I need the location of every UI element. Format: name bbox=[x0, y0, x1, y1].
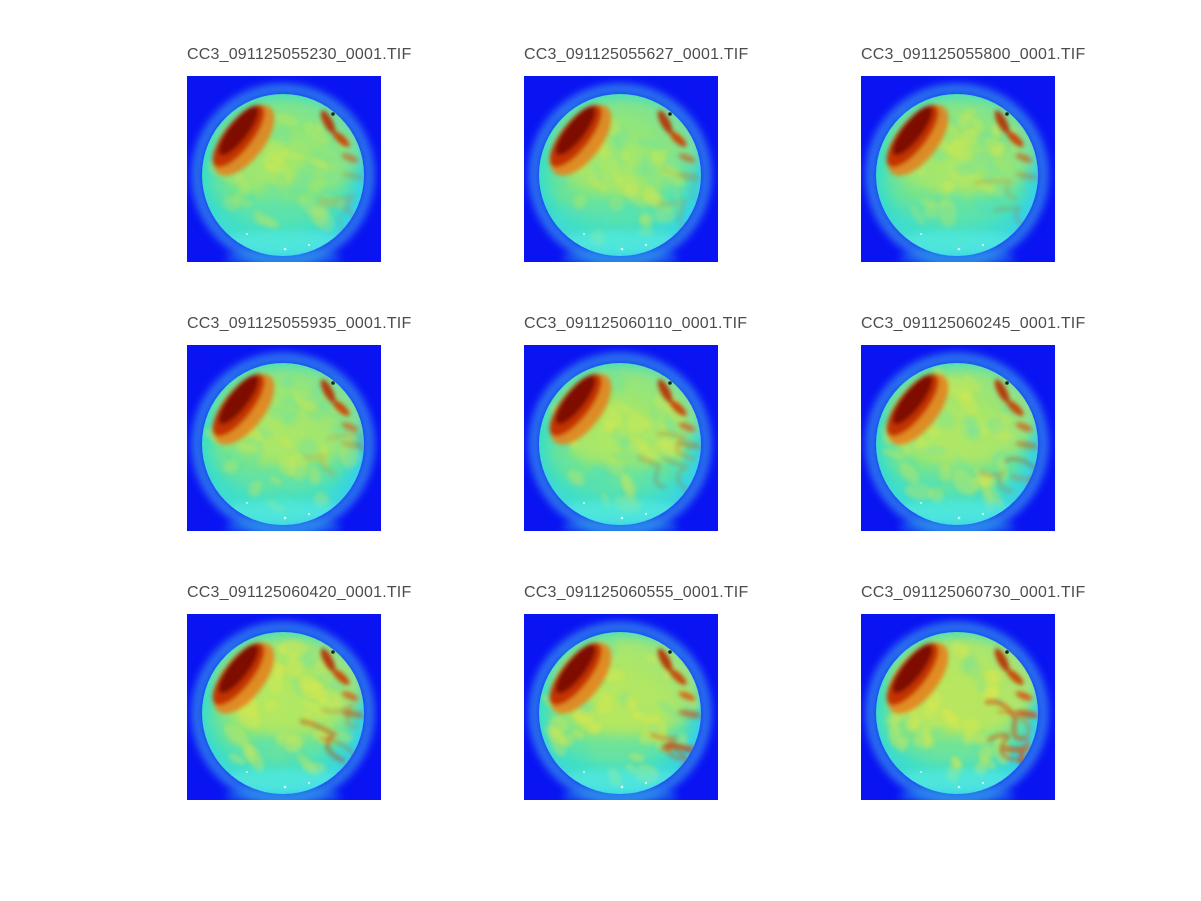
sky-image bbox=[187, 614, 381, 800]
image-panel: CC3_091125055935_0001.TIF bbox=[187, 314, 411, 531]
image-panel: CC3_091125060110_0001.TIF bbox=[524, 314, 747, 531]
image-panel: CC3_091125060245_0001.TIF bbox=[861, 314, 1085, 531]
sky-image bbox=[187, 76, 381, 262]
image-panel: CC3_091125055627_0001.TIF bbox=[524, 45, 748, 262]
panel-title: CC3_091125055935_0001.TIF bbox=[187, 315, 412, 332]
panel-title: CC3_091125060245_0001.TIF bbox=[861, 315, 1086, 332]
panel-title: CC3_091125055800_0001.TIF bbox=[861, 46, 1086, 63]
panel-title: CC3_091125060730_0001.TIF bbox=[861, 584, 1086, 601]
sky-image bbox=[524, 345, 718, 531]
sky-image bbox=[524, 614, 718, 800]
sky-image bbox=[861, 614, 1055, 800]
image-panel: CC3_091125060420_0001.TIF bbox=[187, 583, 411, 800]
image-panel: CC3_091125055800_0001.TIF bbox=[861, 45, 1085, 262]
sky-image bbox=[861, 76, 1055, 262]
image-panel: CC3_091125060730_0001.TIF bbox=[861, 583, 1085, 800]
panel-title: CC3_091125060110_0001.TIF bbox=[524, 315, 748, 332]
panel-title: CC3_091125060420_0001.TIF bbox=[187, 584, 412, 601]
image-panel: CC3_091125055230_0001.TIF bbox=[187, 45, 411, 262]
panel-title: CC3_091125055627_0001.TIF bbox=[524, 46, 749, 63]
sky-image bbox=[524, 76, 718, 262]
sky-image bbox=[861, 345, 1055, 531]
image-panel: CC3_091125060555_0001.TIF bbox=[524, 583, 748, 800]
sky-image bbox=[187, 345, 381, 531]
panel-title: CC3_091125055230_0001.TIF bbox=[187, 46, 412, 63]
panel-title: CC3_091125060555_0001.TIF bbox=[524, 584, 749, 601]
